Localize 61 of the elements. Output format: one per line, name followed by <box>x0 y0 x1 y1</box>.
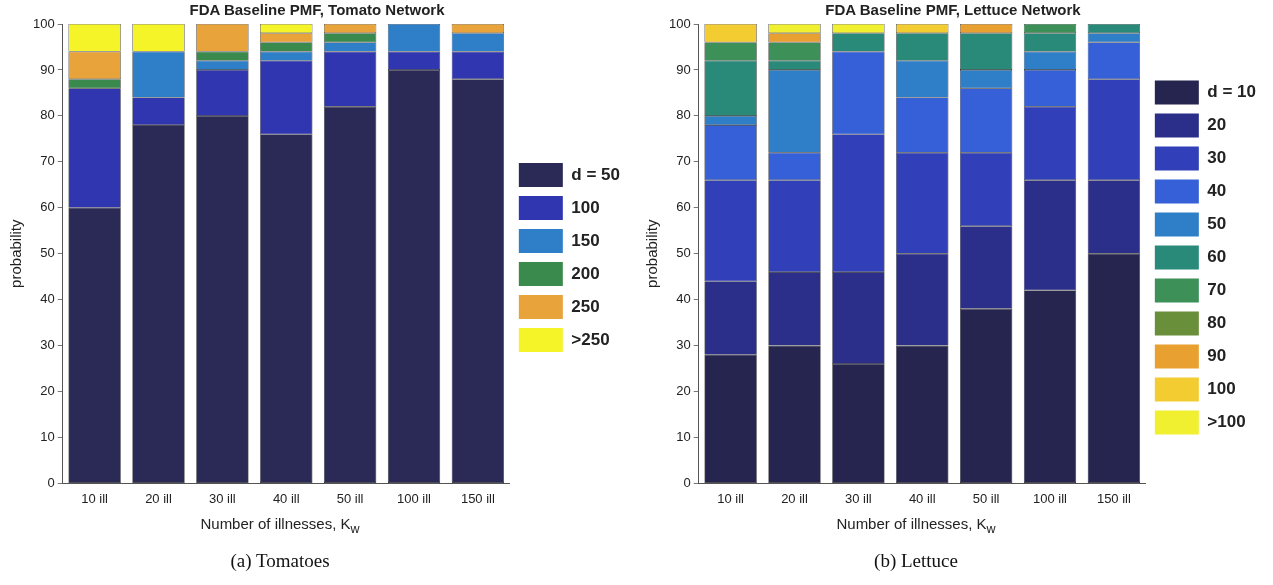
legend-label: 200 <box>571 263 600 283</box>
y-tick-label: 50 <box>40 245 55 261</box>
legend-label: 20 <box>1207 115 1227 135</box>
y-tick-label: 80 <box>676 107 691 123</box>
x-tick-label: 50 ill <box>972 490 1000 506</box>
chart-title: FDA Baseline PMF, Lettuce Network <box>825 1 1082 19</box>
y-tick-label: 90 <box>676 61 691 77</box>
y-axis-title: probability <box>7 219 25 288</box>
x-tick-label: 20 ill <box>145 490 172 506</box>
x-axis-title: Number of illnesses, K$_{w}$ <box>199 515 361 536</box>
legend-label: 150 <box>571 230 600 250</box>
y-tick-label: 60 <box>676 199 691 215</box>
text: (a) Tomatoes <box>229 550 331 572</box>
y-tick-label: 10 <box>676 429 691 445</box>
x-tick-label: 150 ill <box>460 490 495 506</box>
x-tick-label: 20 ill <box>781 490 808 506</box>
y-tick-label: 50 <box>676 245 691 261</box>
y-tick-label: 70 <box>676 153 691 169</box>
x-tick-label: 30 ill <box>209 490 236 506</box>
y-tick-label: 0 <box>683 474 691 490</box>
y-tick-label: 90 <box>40 61 55 77</box>
legend-label: 100 <box>1207 379 1236 399</box>
legend-label: d = 10 <box>1207 82 1256 102</box>
x-axis-title: Number of illnesses, K$_{w}$ <box>835 515 997 536</box>
x-tick-label: 40 ill <box>272 490 300 506</box>
x-tick-label: 150 ill <box>1096 490 1131 506</box>
y-tick-label: 10 <box>40 429 55 445</box>
y-tick-label: 70 <box>40 153 55 169</box>
legend-label: 30 <box>1207 148 1227 168</box>
x-tick-label: 30 ill <box>845 490 872 506</box>
legend-label: 90 <box>1207 346 1227 366</box>
x-tick-label: 50 ill <box>336 490 364 506</box>
y-tick-label: 60 <box>40 199 55 215</box>
y-axis-title: probability <box>643 219 661 288</box>
legend-label: >100 <box>1207 412 1246 432</box>
legend-label: 250 <box>571 296 600 316</box>
legend-label: 60 <box>1207 247 1227 267</box>
x-tick-label: 10 ill <box>81 490 109 506</box>
legend-label: >250 <box>571 329 610 349</box>
chart-title: FDA Baseline PMF, Tomato Network <box>189 1 446 19</box>
text: (b) Lettuce <box>873 550 959 572</box>
y-tick-label: 20 <box>676 383 691 399</box>
legend-label: 70 <box>1207 280 1227 300</box>
x-tick-label: 10 ill <box>717 490 745 506</box>
y-tick-label: 40 <box>40 291 55 307</box>
legend-label: 50 <box>1207 214 1227 234</box>
y-tick-label: 0 <box>47 474 55 490</box>
legend-label: 80 <box>1207 313 1227 333</box>
legend-label: 40 <box>1207 181 1227 201</box>
y-tick-label: 30 <box>40 337 55 353</box>
x-tick-label: 100 ill <box>397 490 432 506</box>
legend-label: d = 50 <box>571 164 620 184</box>
legend-label: 100 <box>571 197 600 217</box>
x-tick-label: 100 ill <box>1033 490 1068 506</box>
y-tick-label: 20 <box>40 383 55 399</box>
y-tick-label: 80 <box>40 107 55 123</box>
x-tick-label: 40 ill <box>908 490 936 506</box>
y-tick-label: 30 <box>676 337 691 353</box>
y-tick-label: 100 <box>32 15 55 31</box>
y-tick-label: 100 <box>668 15 691 31</box>
y-tick-label: 40 <box>676 291 691 307</box>
